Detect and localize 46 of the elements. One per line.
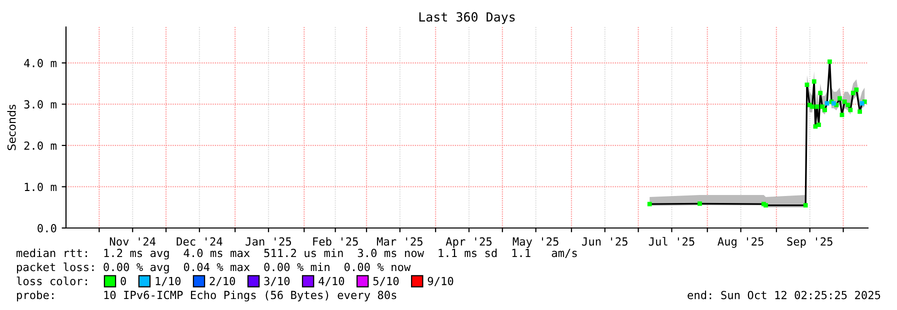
point	[816, 122, 821, 128]
point	[822, 108, 827, 112]
point	[814, 104, 820, 109]
legend-label: 9/10	[428, 276, 454, 286]
point	[804, 82, 810, 87]
x-tick-label: Mar '25	[376, 237, 422, 246]
x-tick-label: Aug '25	[718, 237, 764, 248]
y-axis-title: Seconds	[7, 104, 16, 150]
y-tick-label: 0.0	[38, 224, 56, 232]
text: median rtt: 1.2 ms avg 4.0 ms max 511.2 us min 3.0 ms now 1.1 ms sd 1.1 am/s	[16, 248, 577, 260]
point	[812, 79, 816, 84]
point	[810, 104, 814, 109]
point	[854, 88, 859, 92]
legend-label: 2/10	[210, 276, 236, 286]
point	[820, 104, 824, 109]
chart-title: Last 360 Days	[419, 12, 515, 24]
point	[858, 109, 862, 114]
x-tick-label: Jul '25	[648, 237, 694, 246]
point	[838, 96, 842, 101]
x-tick-label: Nov '24	[110, 237, 156, 246]
y-tick-label: 4.0 m	[24, 58, 56, 68]
x-tick-label: May '25	[512, 237, 558, 248]
legend-label: 1/10	[156, 276, 181, 286]
legend-label: 0	[120, 276, 126, 286]
point	[848, 108, 853, 112]
text: end: Sun Oct 12 02:25:25 2025	[688, 290, 880, 300]
x-tick-label: Apr '25	[446, 237, 492, 248]
point	[828, 59, 832, 64]
x-tick-label: Sep '25	[787, 237, 832, 248]
x-tick-label: Dec '24	[176, 237, 222, 246]
x-tick-label: Jan '25	[246, 237, 292, 246]
y-tick-label: 1.0 m	[24, 182, 56, 192]
legend-label: 5/10	[373, 276, 399, 286]
point	[647, 202, 652, 206]
x-tick-label: Jun '25	[582, 237, 628, 246]
text: probe: 10 IPv6-ICMP Echo Pings (56 Bytes) every 80s	[17, 290, 396, 302]
legend-label: 4/10	[318, 276, 344, 286]
legend-title: loss color:	[16, 276, 87, 286]
legend-label: 3/10	[264, 276, 290, 286]
point	[698, 201, 702, 206]
y-tick-label: 3.0 m	[24, 100, 56, 109]
text: packet loss: 0.00 % avg 0.04 % max 0.00 % min 0.00 % now	[17, 262, 411, 274]
point	[803, 203, 808, 208]
x-tick-label: Feb '25	[313, 237, 358, 246]
y-tick-label: 2.0 m	[24, 141, 56, 150]
point	[818, 90, 823, 96]
